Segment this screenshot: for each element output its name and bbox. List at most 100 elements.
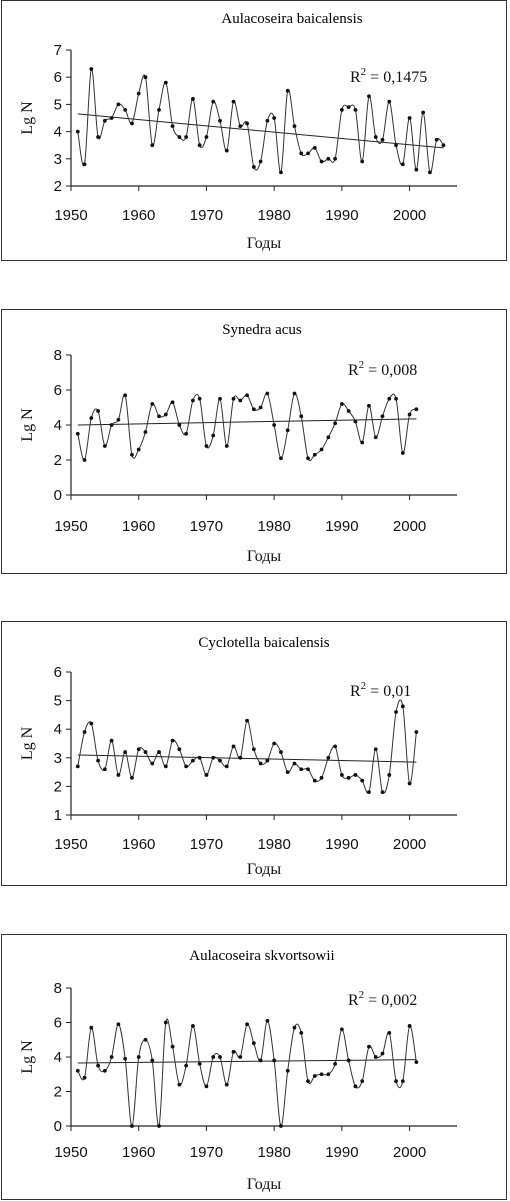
data-point: [258, 159, 263, 164]
data-point: [394, 710, 398, 714]
data-point: [394, 1079, 398, 1084]
data-point: [245, 121, 249, 126]
data-point: [360, 159, 365, 164]
data-point: [279, 750, 283, 754]
y-tick-label: 4: [54, 124, 62, 141]
data-point: [231, 99, 236, 104]
data-point: [177, 423, 182, 427]
x-tick-label: 1970: [190, 207, 223, 224]
data-point: [150, 1058, 155, 1063]
data-point: [157, 1124, 161, 1128]
x-tick-label: 1960: [122, 1144, 155, 1161]
data-point: [373, 1055, 378, 1059]
data-point: [123, 1056, 128, 1061]
x-tick-label: 1950: [54, 836, 87, 853]
data-point: [360, 1079, 365, 1084]
y-tick-label: 2: [54, 178, 62, 195]
data-point: [428, 170, 432, 175]
data-point: [75, 764, 80, 769]
r-squared-label: R2 = 0,1475: [350, 66, 427, 86]
data-point: [400, 1079, 405, 1084]
y-tick-label: 3: [54, 750, 62, 767]
data-point: [123, 750, 128, 754]
y-tick-label: 1: [54, 807, 62, 824]
data-point: [312, 452, 317, 457]
data-point: [184, 1063, 189, 1068]
data-point: [285, 428, 290, 433]
data-point: [312, 778, 317, 783]
data-point: [177, 135, 182, 139]
data-point: [116, 417, 121, 422]
y-tick-label: 6: [54, 1015, 62, 1032]
y-tick-label: 2: [54, 778, 62, 795]
data-point: [96, 1063, 100, 1068]
data-point: [82, 730, 87, 734]
data-point: [136, 447, 141, 452]
data-point: [218, 1055, 222, 1059]
data-point: [238, 755, 243, 760]
y-tick-label: 5: [54, 693, 62, 710]
data-point: [211, 755, 216, 760]
data-point: [116, 773, 121, 777]
data-point: [306, 1079, 310, 1084]
data-point: [400, 704, 405, 709]
data-point: [346, 1058, 351, 1063]
data-point: [170, 400, 175, 405]
data-point: [353, 1084, 358, 1089]
data-point: [190, 97, 195, 101]
data-point: [279, 1124, 283, 1128]
chart-panel-3: Cyclotella baicalensis 1 2 3 4 5 6 1950 1960 1970…: [1, 621, 507, 886]
chart-svg-1: Aulacoseira baicalensis 2 3 4 5 6 7 1950 1960 197…: [19, 11, 457, 252]
data-point: [204, 444, 209, 448]
data-point: [96, 758, 100, 763]
data-point: [143, 430, 148, 434]
data-point: [150, 143, 155, 148]
x-tick-label: 1970: [190, 836, 223, 853]
x-tick-label: 1990: [325, 836, 358, 853]
data-point: [387, 99, 392, 104]
data-point: [245, 718, 249, 723]
data-point: [292, 761, 297, 766]
data-point: [96, 135, 100, 139]
data-point: [367, 1044, 371, 1049]
x-tick-label: 1990: [325, 518, 358, 535]
data-point: [211, 1055, 216, 1059]
data-point: [163, 764, 168, 769]
data-point: [238, 1055, 243, 1059]
y-tick-label: 0: [54, 487, 62, 504]
data-point: [109, 423, 114, 427]
x-tick-label: 1960: [122, 836, 155, 853]
data-point: [136, 91, 141, 96]
data-point: [143, 1037, 148, 1042]
data-point: [116, 102, 121, 107]
data-point: [224, 1082, 229, 1087]
data-point: [163, 80, 168, 85]
data-point: [265, 1018, 270, 1023]
x-tick-label: 2000: [393, 518, 426, 535]
data-point: [414, 1060, 419, 1065]
data-point: [279, 170, 283, 175]
data-point: [238, 398, 243, 403]
data-point: [380, 1051, 385, 1056]
data-point: [421, 110, 426, 115]
chart-title: Cyclotella baicalensis: [198, 635, 329, 651]
data-point: [333, 421, 338, 426]
y-tick-label: 4: [54, 417, 62, 434]
y-axis-label: Lg N: [19, 1040, 36, 1074]
data-point: [407, 1024, 412, 1028]
x-tick-label: 1980: [257, 836, 290, 853]
x-tick-label: 1960: [122, 518, 155, 535]
y-tick-label: 6: [54, 69, 62, 86]
data-point: [150, 761, 155, 766]
data-point: [82, 1075, 87, 1080]
data-point: [339, 402, 344, 406]
x-tick-label: 1950: [54, 207, 87, 224]
data-point: [89, 1025, 94, 1030]
data-point: [367, 790, 371, 795]
data-point: [177, 747, 182, 752]
data-point: [123, 393, 128, 398]
data-point: [224, 444, 229, 448]
data-point: [380, 790, 385, 795]
data-point: [312, 1074, 317, 1078]
data-point: [197, 1062, 202, 1066]
